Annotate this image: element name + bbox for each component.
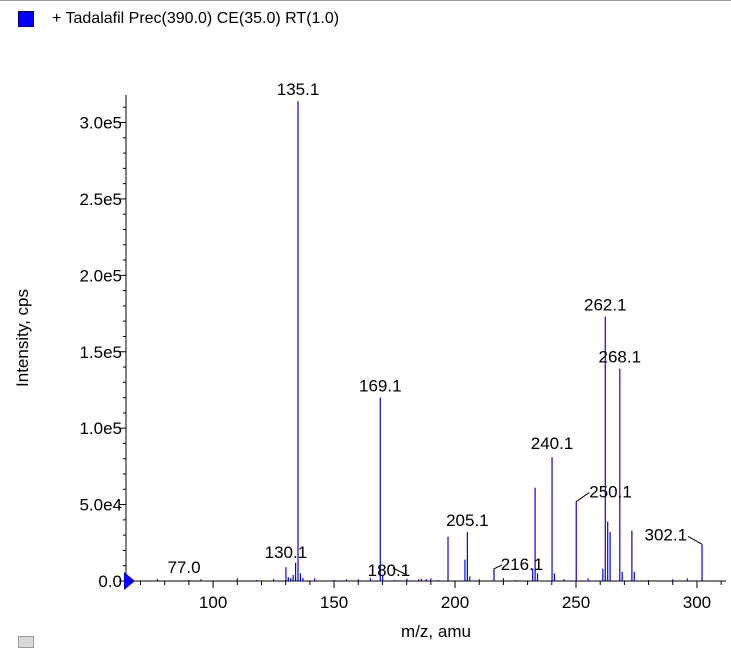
y-tick-label: 1.5e5 (79, 343, 122, 362)
peak-label: 216.1 (501, 555, 544, 574)
x-tick-labels: 100 150 200 250 300 (199, 593, 711, 612)
peak-leader (392, 567, 408, 576)
top-border (0, 0, 731, 1)
x-tick-label: 300 (683, 593, 711, 612)
y-tick-label: 0.0 (98, 572, 122, 591)
peak-label: 240.1 (531, 434, 574, 453)
y-tick-label: 1.0e5 (79, 419, 122, 438)
legend-text: + Tadalafil Prec(390.0) CE(35.0) RT(1.0) (52, 10, 340, 27)
peak-label: 262.1 (584, 296, 627, 315)
peak-leader (493, 564, 503, 570)
peak-label: 169.1 (359, 377, 402, 396)
peak-label: 180.1 (368, 561, 411, 580)
zero-marker-icon[interactable] (124, 572, 135, 590)
peak-label: 77.0 (167, 558, 200, 577)
x-tick-label: 100 (199, 593, 227, 612)
legend: + Tadalafil Prec(390.0) CE(35.0) RT(1.0) (18, 8, 339, 30)
peak-label: 205.1 (446, 511, 489, 530)
x-axis-title: m/z, amu (401, 622, 471, 641)
peak-label: 302.1 (645, 525, 688, 544)
peak-leader (575, 492, 590, 502)
y-tick-labels: 0.0 5.0e4 1.0e5 1.5e5 2.0e5 2.5e5 3.0e5 (79, 114, 122, 591)
x-tick-label: 250 (562, 593, 590, 612)
peak-label: 135.1 (277, 80, 320, 99)
peak-label: 268.1 (599, 348, 642, 367)
x-tick-label: 150 (320, 593, 348, 612)
peak-leader (687, 535, 703, 545)
peaks (156, 101, 703, 581)
legend-swatch (18, 11, 34, 27)
y-tick-label: 3.0e5 (79, 114, 122, 133)
peak-labels: 77.0 130.1 135.1 169.1 180.1 205.1 216.1 240.1 2… (167, 80, 703, 580)
peak-label: 130.1 (265, 543, 308, 562)
y-axis-title: Intensity, cps (13, 289, 32, 387)
x-tick-label: 200 (441, 593, 469, 612)
y-tick-label: 5.0e4 (79, 496, 122, 515)
y-tick-label: 2.5e5 (79, 190, 122, 209)
y-tick-label: 2.0e5 (79, 266, 122, 285)
bottom-swatch (18, 636, 34, 648)
peak-label: 250.1 (589, 483, 632, 502)
